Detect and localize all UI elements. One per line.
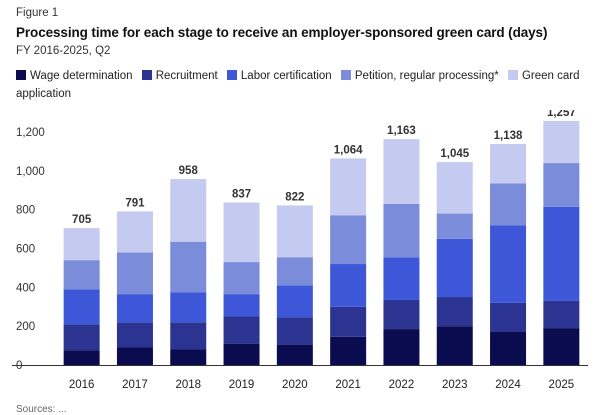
- bar-segment-wage: [543, 328, 580, 365]
- legend-label-greencard: Green card: [521, 70, 580, 82]
- bar-segment-petition: [330, 215, 367, 265]
- chart-title: Processing time for each stage to receiv…: [16, 25, 548, 40]
- bar-segment-recruitment: [490, 302, 527, 332]
- bar-segment-recruitment: [543, 300, 580, 329]
- bar-segment-labor: [543, 206, 580, 301]
- bar-segment-labor: [490, 225, 527, 303]
- bar-segment-labor: [116, 294, 153, 323]
- bar-segment-recruitment: [436, 297, 473, 327]
- bar-segment-recruitment: [116, 322, 153, 348]
- bar-segment-greencard: [330, 158, 367, 216]
- legend-label-greencard-overflow: application: [16, 88, 71, 100]
- bar-segment-petition: [223, 262, 260, 295]
- bar-segment-petition: [170, 241, 207, 293]
- bar-segment-greencard: [436, 162, 473, 214]
- bar-segment-petition: [63, 260, 100, 290]
- bar-segment-labor: [223, 294, 260, 317]
- y-tick-label: 1,200: [16, 127, 45, 139]
- bar-total-label: 958: [179, 165, 199, 177]
- bar-segment-recruitment: [223, 316, 260, 344]
- y-tick-label: 1,000: [16, 166, 45, 178]
- bar-segment-petition: [383, 203, 420, 258]
- legend-item-greencard: Green card: [507, 67, 580, 85]
- bar-segment-recruitment: [383, 299, 420, 330]
- bar-total-label: 1,138: [494, 130, 523, 142]
- bar-segment-wage: [116, 347, 153, 365]
- y-tick-label: 400: [16, 282, 35, 294]
- figure-label: Figure 1: [16, 7, 59, 19]
- x-tick-label: 2024: [495, 379, 521, 391]
- bar-segment-greencard: [223, 202, 260, 263]
- bar-segment-labor: [383, 257, 420, 300]
- legend-label-petition: Petition, regular processing*: [354, 70, 499, 82]
- chart-subtitle: FY 2016-2025, Q2: [16, 45, 111, 57]
- bar-segment-petition: [543, 163, 580, 207]
- bar-total-label: 791: [125, 197, 145, 209]
- y-tick-label: 600: [16, 244, 35, 256]
- stacked-bar-chart: 02004006008001,0001,20070520167912017958…: [12, 110, 588, 391]
- bar-segment-wage: [63, 350, 100, 365]
- bar-segment-wage: [276, 344, 313, 365]
- bar-segment-labor: [436, 238, 473, 298]
- bar-segment-wage: [170, 349, 207, 365]
- legend-swatch-greencard: [507, 70, 518, 80]
- y-tick-label: 200: [16, 321, 35, 333]
- bar-segment-wage: [490, 331, 527, 365]
- bar-segment-recruitment: [330, 306, 367, 337]
- y-tick-label: 800: [16, 205, 35, 217]
- bar-segment-petition: [436, 213, 473, 239]
- legend-label-wage: Wage determination: [30, 70, 133, 82]
- x-tick-label: 2020: [282, 379, 308, 391]
- legend-item-labor: Labor certification: [226, 67, 332, 85]
- bar-segment-wage: [330, 336, 367, 365]
- bar-total-label: 1,045: [440, 148, 469, 160]
- legend-swatch-labor: [226, 70, 237, 80]
- x-tick-label: 2018: [175, 379, 201, 391]
- legend-item-wage: Wage determination: [16, 67, 133, 85]
- x-tick-label: 2023: [442, 379, 468, 391]
- x-tick-label: 2021: [335, 379, 361, 391]
- legend-swatch-recruitment: [141, 70, 152, 80]
- bar-segment-wage: [383, 329, 420, 365]
- bar-segment-greencard: [490, 144, 527, 184]
- bar-segment-labor: [170, 292, 207, 323]
- bar-total-label: 1,064: [334, 144, 363, 156]
- legend-swatch-wage: [16, 70, 26, 80]
- bar-segment-wage: [436, 326, 473, 365]
- bar-segment-greencard: [170, 178, 207, 242]
- x-tick-label: 2017: [122, 379, 148, 391]
- bar-segment-wage: [223, 343, 260, 365]
- x-tick-label: 2025: [549, 379, 575, 391]
- bar-total-label: 1,257: [547, 110, 576, 119]
- bar-total-label: 822: [285, 191, 304, 203]
- legend-label-labor: Labor certification: [240, 70, 332, 82]
- x-tick-label: 2019: [229, 379, 255, 391]
- bar-segment-recruitment: [170, 322, 207, 350]
- bar-segment-petition: [116, 252, 153, 295]
- bar-segment-recruitment: [276, 317, 313, 345]
- bar-segment-greencard: [276, 205, 313, 258]
- bar-segment-petition: [276, 257, 313, 286]
- bar-segment-labor: [276, 285, 313, 318]
- bar-total-label: 837: [232, 188, 251, 200]
- bar-total-label: 1,163: [387, 125, 416, 137]
- legend-label-recruitment: Recruitment: [155, 70, 218, 82]
- bar-segment-recruitment: [63, 324, 100, 351]
- source-note: Sources: ...: [16, 404, 67, 415]
- bar-segment-greencard: [63, 228, 100, 261]
- legend: Wage determination Recruitment Labor cer…: [16, 67, 586, 103]
- x-tick-label: 2022: [389, 379, 415, 391]
- bar-segment-labor: [330, 264, 367, 307]
- bar-total-label: 705: [72, 214, 92, 226]
- bar-segment-greencard: [116, 211, 153, 253]
- x-tick-label: 2016: [69, 379, 95, 391]
- legend-item-recruitment: Recruitment: [141, 67, 218, 85]
- legend-item-petition: Petition, regular processing*: [340, 67, 499, 85]
- bar-segment-labor: [63, 289, 100, 325]
- legend-swatch-petition: [340, 70, 351, 80]
- bar-segment-greencard: [543, 120, 580, 164]
- bar-segment-petition: [490, 183, 527, 226]
- bar-segment-greencard: [383, 139, 420, 204]
